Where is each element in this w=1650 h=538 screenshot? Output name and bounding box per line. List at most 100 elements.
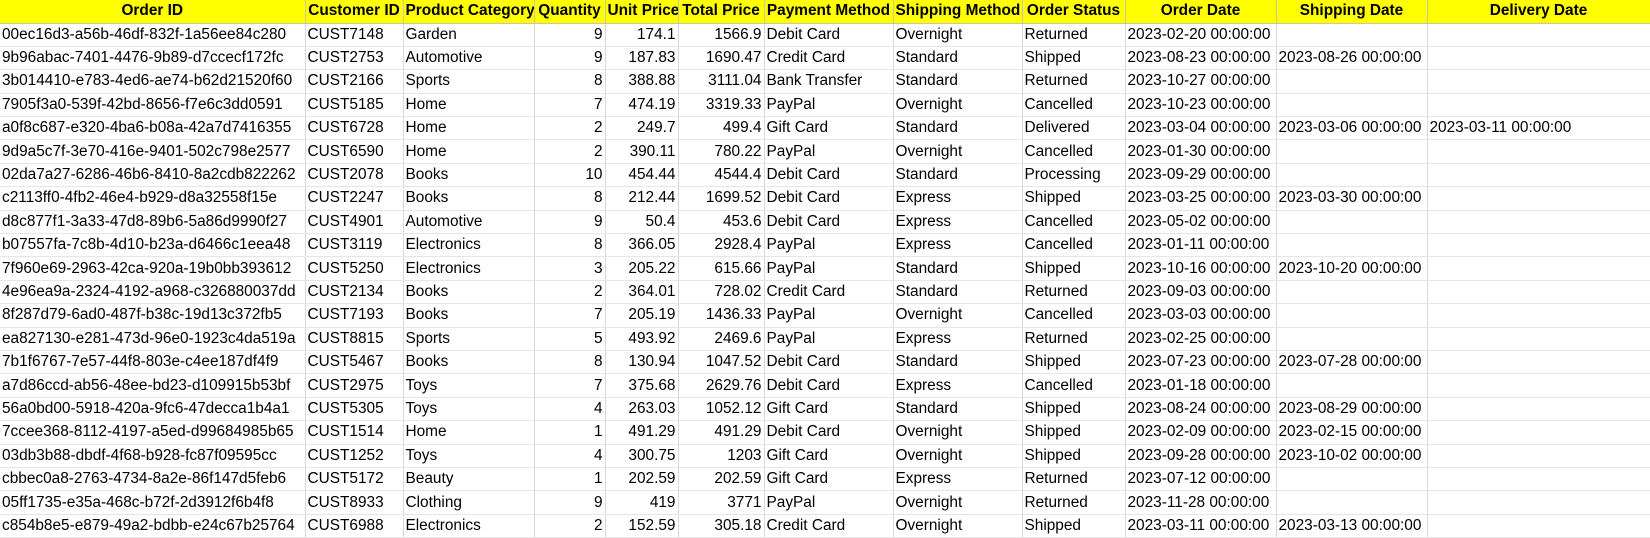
cell-order-id[interactable]: 7905f3a0-539f-42bd-8656-f7e6c3dd0591 [0, 93, 306, 118]
cell-order-id[interactable]: 00ec16d3-a56b-46df-832f-1a56ee84c280 [0, 23, 306, 47]
cell-customer-id[interactable]: CUST5185 [305, 93, 404, 118]
cell-customer-id[interactable]: CUST2753 [305, 46, 404, 71]
cell-total-price[interactable]: 1052.12 [678, 397, 765, 422]
cell-shipping-method[interactable]: Overnight [893, 93, 1023, 118]
cell-payment-method[interactable]: Debit Card [764, 210, 894, 235]
column-header-unit-price[interactable]: Unit Price [605, 0, 679, 24]
cell-unit-price[interactable]: 202.59 [605, 467, 679, 492]
cell-delivery-date[interactable] [1427, 327, 1650, 351]
cell-order-date[interactable]: 2023-11-28 00:00:00 [1125, 490, 1277, 515]
cell-customer-id[interactable]: CUST6728 [305, 116, 404, 141]
cell-delivery-date[interactable] [1427, 350, 1650, 375]
column-header-order-id[interactable]: Order ID [0, 0, 306, 24]
cell-shipping-date[interactable] [1276, 69, 1428, 94]
cell-product-category[interactable]: Electronics [403, 514, 535, 538]
cell-order-status[interactable]: Cancelled [1022, 233, 1126, 258]
cell-shipping-date[interactable] [1276, 280, 1428, 305]
column-header-total-price[interactable]: Total Price [678, 0, 765, 24]
cell-order-id[interactable]: 56a0bd00-5918-420a-9fc6-47decca1b4a1 [0, 397, 306, 422]
cell-shipping-method[interactable]: Standard [893, 280, 1023, 305]
cell-order-status[interactable]: Cancelled [1022, 373, 1126, 398]
cell-order-date[interactable]: 2023-08-24 00:00:00 [1125, 397, 1277, 422]
cell-product-category[interactable]: Electronics [403, 256, 535, 281]
cell-delivery-date[interactable] [1427, 46, 1650, 71]
cell-customer-id[interactable]: CUST7148 [305, 23, 404, 47]
cell-delivery-date[interactable] [1427, 139, 1650, 164]
cell-customer-id[interactable]: CUST1514 [305, 420, 404, 445]
cell-product-category[interactable]: Clothing [403, 490, 535, 515]
cell-unit-price[interactable]: 366.05 [605, 233, 679, 258]
cell-order-id[interactable]: 7b1f6767-7e57-44f8-803e-c4ee187df4f9 [0, 350, 306, 375]
cell-delivery-date[interactable] [1427, 163, 1650, 188]
cell-order-id[interactable]: 7ccee368-8112-4197-a5ed-d99684985b65 [0, 420, 306, 445]
cell-quantity[interactable]: 3 [534, 256, 606, 281]
cell-unit-price[interactable]: 454.44 [605, 163, 679, 188]
cell-payment-method[interactable]: Bank Transfer [764, 69, 894, 94]
cell-payment-method[interactable]: PayPal [764, 303, 894, 328]
cell-customer-id[interactable]: CUST2166 [305, 69, 404, 94]
cell-quantity[interactable]: 9 [534, 23, 606, 47]
cell-quantity[interactable]: 8 [534, 69, 606, 94]
cell-delivery-date[interactable] [1427, 514, 1650, 538]
cell-shipping-date[interactable] [1276, 93, 1428, 118]
cell-order-status[interactable]: Returned [1022, 467, 1126, 492]
cell-shipping-date[interactable] [1276, 23, 1428, 47]
cell-shipping-date[interactable]: 2023-03-06 00:00:00 [1276, 116, 1428, 141]
column-header-shipping-method[interactable]: Shipping Method [893, 0, 1023, 24]
cell-unit-price[interactable]: 249.7 [605, 116, 679, 141]
cell-payment-method[interactable]: Gift Card [764, 116, 894, 141]
cell-order-status[interactable]: Processing [1022, 163, 1126, 188]
cell-order-status[interactable]: Returned [1022, 23, 1126, 47]
cell-customer-id[interactable]: CUST5172 [305, 467, 404, 492]
cell-order-status[interactable]: Returned [1022, 280, 1126, 305]
cell-shipping-date[interactable]: 2023-08-26 00:00:00 [1276, 46, 1428, 71]
cell-order-id[interactable]: c854b8e5-e879-49a2-bdbb-e24c67b25764 [0, 514, 306, 538]
cell-order-date[interactable]: 2023-01-11 00:00:00 [1125, 233, 1277, 258]
cell-customer-id[interactable]: CUST1252 [305, 444, 404, 468]
cell-total-price[interactable]: 499.4 [678, 116, 765, 141]
cell-payment-method[interactable]: Debit Card [764, 186, 894, 211]
cell-delivery-date[interactable] [1427, 256, 1650, 281]
cell-order-date[interactable]: 2023-02-25 00:00:00 [1125, 327, 1277, 351]
cell-quantity[interactable]: 7 [534, 303, 606, 328]
cell-total-price[interactable]: 1690.47 [678, 46, 765, 71]
cell-unit-price[interactable]: 493.92 [605, 327, 679, 351]
cell-order-status[interactable]: Shipped [1022, 444, 1126, 468]
cell-customer-id[interactable]: CUST5305 [305, 397, 404, 422]
cell-customer-id[interactable]: CUST6988 [305, 514, 404, 538]
cell-customer-id[interactable]: CUST7193 [305, 303, 404, 328]
cell-total-price[interactable]: 4544.4 [678, 163, 765, 188]
cell-quantity[interactable]: 2 [534, 139, 606, 164]
cell-payment-method[interactable]: Gift Card [764, 397, 894, 422]
cell-order-id[interactable]: 02da7a27-6286-46b6-8410-8a2cdb822262 [0, 163, 306, 188]
cell-order-status[interactable]: Shipped [1022, 350, 1126, 375]
cell-order-date[interactable]: 2023-02-09 00:00:00 [1125, 420, 1277, 445]
cell-order-date[interactable]: 2023-10-27 00:00:00 [1125, 69, 1277, 94]
cell-order-date[interactable]: 2023-02-20 00:00:00 [1125, 23, 1277, 47]
cell-unit-price[interactable]: 205.19 [605, 303, 679, 328]
cell-order-status[interactable]: Returned [1022, 490, 1126, 515]
cell-unit-price[interactable]: 364.01 [605, 280, 679, 305]
cell-order-status[interactable]: Cancelled [1022, 303, 1126, 328]
cell-order-date[interactable]: 2023-10-16 00:00:00 [1125, 256, 1277, 281]
cell-shipping-date[interactable] [1276, 467, 1428, 492]
cell-product-category[interactable]: Garden [403, 23, 535, 47]
cell-order-id[interactable]: a7d86ccd-ab56-48ee-bd23-d109915b53bf [0, 373, 306, 398]
cell-shipping-method[interactable]: Overnight [893, 23, 1023, 47]
cell-product-category[interactable]: Home [403, 93, 535, 118]
cell-shipping-date[interactable] [1276, 210, 1428, 235]
cell-order-status[interactable]: Shipped [1022, 46, 1126, 71]
cell-shipping-method[interactable]: Standard [893, 256, 1023, 281]
cell-order-status[interactable]: Shipped [1022, 256, 1126, 281]
cell-shipping-date[interactable]: 2023-10-02 00:00:00 [1276, 444, 1428, 468]
cell-total-price[interactable]: 728.02 [678, 280, 765, 305]
cell-payment-method[interactable]: Debit Card [764, 420, 894, 445]
cell-delivery-date[interactable] [1427, 373, 1650, 398]
cell-shipping-method[interactable]: Express [893, 467, 1023, 492]
cell-product-category[interactable]: Home [403, 116, 535, 141]
cell-shipping-method[interactable]: Express [893, 186, 1023, 211]
cell-quantity[interactable]: 9 [534, 490, 606, 515]
cell-delivery-date[interactable] [1427, 210, 1650, 235]
column-header-payment-method[interactable]: Payment Method [764, 0, 894, 24]
cell-order-id[interactable]: 9b96abac-7401-4476-9b89-d7ccecf172fc [0, 46, 306, 71]
